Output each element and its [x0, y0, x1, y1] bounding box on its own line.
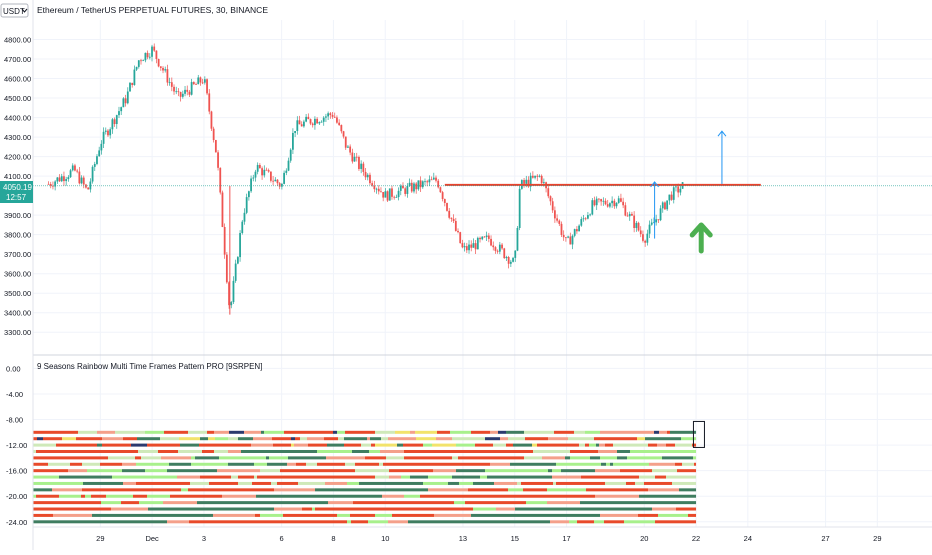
- time-tick-label: 6: [280, 534, 284, 543]
- candle: [224, 223, 226, 258]
- heatmap-row: [33, 444, 696, 447]
- heatmap-row: [33, 431, 696, 434]
- price-tick-label: 3700.00: [4, 250, 31, 259]
- candle: [241, 220, 243, 235]
- price-tick-label: 4700.00: [4, 55, 31, 64]
- candle: [517, 226, 519, 251]
- heatmap-row: [33, 463, 696, 466]
- candle: [358, 156, 360, 171]
- indicator-tick-label: -24.00: [6, 518, 27, 527]
- price-tick-label: 4600.00: [4, 75, 31, 84]
- candle: [158, 59, 160, 68]
- time-tick-label: 3: [202, 534, 206, 543]
- heatmap-row: [33, 495, 696, 498]
- price-tick-label: 3300.00: [4, 328, 31, 337]
- time-tick-label: Dec: [145, 534, 159, 543]
- heatmap-row: [33, 456, 696, 459]
- candle: [459, 232, 461, 244]
- candle: [122, 97, 124, 107]
- time-tick-label: 22: [692, 534, 700, 543]
- candle: [503, 248, 505, 259]
- time-tick-label: 27: [821, 534, 829, 543]
- candle: [446, 203, 448, 212]
- price-tick-label: 4400.00: [4, 114, 31, 123]
- heatmap-row: [33, 482, 696, 485]
- candle: [206, 78, 208, 95]
- candle: [222, 191, 224, 228]
- indicator-tick-label: -20.00: [6, 492, 27, 501]
- time-tick-label: 17: [562, 534, 570, 543]
- candle: [237, 256, 239, 264]
- price-tick-label: 4100.00: [4, 172, 31, 181]
- time-tick-label: 20: [640, 534, 648, 543]
- candle: [477, 237, 479, 250]
- price-tick-label: 3500.00: [4, 289, 31, 298]
- candle: [217, 150, 219, 170]
- price-tick-label: 4500.00: [4, 94, 31, 103]
- candle: [591, 198, 593, 215]
- heatmap-row: [33, 476, 696, 479]
- candle: [129, 82, 131, 92]
- indicator-tick-label: 0.00: [6, 364, 21, 373]
- price-tick-label: 4800.00: [4, 36, 31, 45]
- price-tick-label: 3800.00: [4, 231, 31, 240]
- last-price-badge: 4050.19 12:57: [0, 181, 33, 203]
- price-tick-label: 4200.00: [4, 153, 31, 162]
- currency-badge-label: USDT: [3, 7, 25, 16]
- candle: [290, 148, 292, 163]
- currency-badge[interactable]: USDT: [1, 4, 28, 17]
- candle: [664, 201, 666, 210]
- candle: [519, 186, 521, 230]
- candle: [92, 165, 94, 183]
- time-tick-label: 13: [459, 534, 467, 543]
- price-tick-label: 3400.00: [4, 309, 31, 318]
- heatmap-row: [33, 508, 696, 511]
- heatmap-row: [33, 520, 696, 523]
- indicator-tick-label: -12.00: [6, 441, 27, 450]
- price-tick-label: 3900.00: [4, 211, 31, 220]
- price-tick-label: 4300.00: [4, 133, 31, 142]
- heatmap-row: [33, 501, 696, 504]
- candle: [219, 167, 221, 194]
- candle: [638, 222, 640, 232]
- indicator-tick-label: -8.00: [6, 416, 23, 425]
- heatmap-row: [33, 488, 696, 491]
- time-tick-label: 29: [96, 534, 104, 543]
- time-tick-label: 24: [744, 534, 752, 543]
- time-tick-label: 10: [381, 534, 389, 543]
- candle: [211, 111, 213, 131]
- candle: [440, 186, 442, 192]
- heatmap-row: [33, 450, 696, 453]
- last-price-value: 4050.19: [3, 183, 32, 192]
- symbol-title: Ethereum / TetherUS PERPETUAL FUTURES, 3…: [37, 5, 268, 15]
- indicator-tick-label: -16.00: [6, 467, 27, 476]
- price-tick-label: 3600.00: [4, 270, 31, 279]
- indicator-tick-label: -4.00: [6, 390, 23, 399]
- time-tick-label: 15: [511, 534, 519, 543]
- heatmap-row: [33, 514, 696, 517]
- candle: [226, 252, 228, 284]
- candle: [215, 140, 217, 153]
- candle: [389, 188, 391, 200]
- time-tick-label: 8: [331, 534, 335, 543]
- heatmap-row: [33, 437, 696, 440]
- candle: [239, 230, 241, 262]
- candle: [387, 190, 389, 202]
- bar-countdown: 12:57: [6, 193, 27, 202]
- indicator-title: 9 Seasons Rainbow Multi Time Frames Patt…: [37, 362, 262, 371]
- heatmap-row: [33, 469, 696, 472]
- time-tick-label: 29: [873, 534, 881, 543]
